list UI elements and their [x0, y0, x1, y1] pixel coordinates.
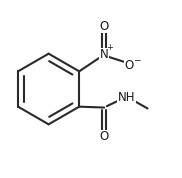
- Text: N: N: [100, 48, 109, 61]
- Text: O: O: [100, 20, 109, 33]
- Text: O: O: [100, 130, 109, 143]
- Text: +: +: [106, 43, 113, 52]
- Text: O: O: [124, 59, 134, 72]
- Text: −: −: [133, 55, 140, 64]
- Text: NH: NH: [118, 91, 135, 104]
